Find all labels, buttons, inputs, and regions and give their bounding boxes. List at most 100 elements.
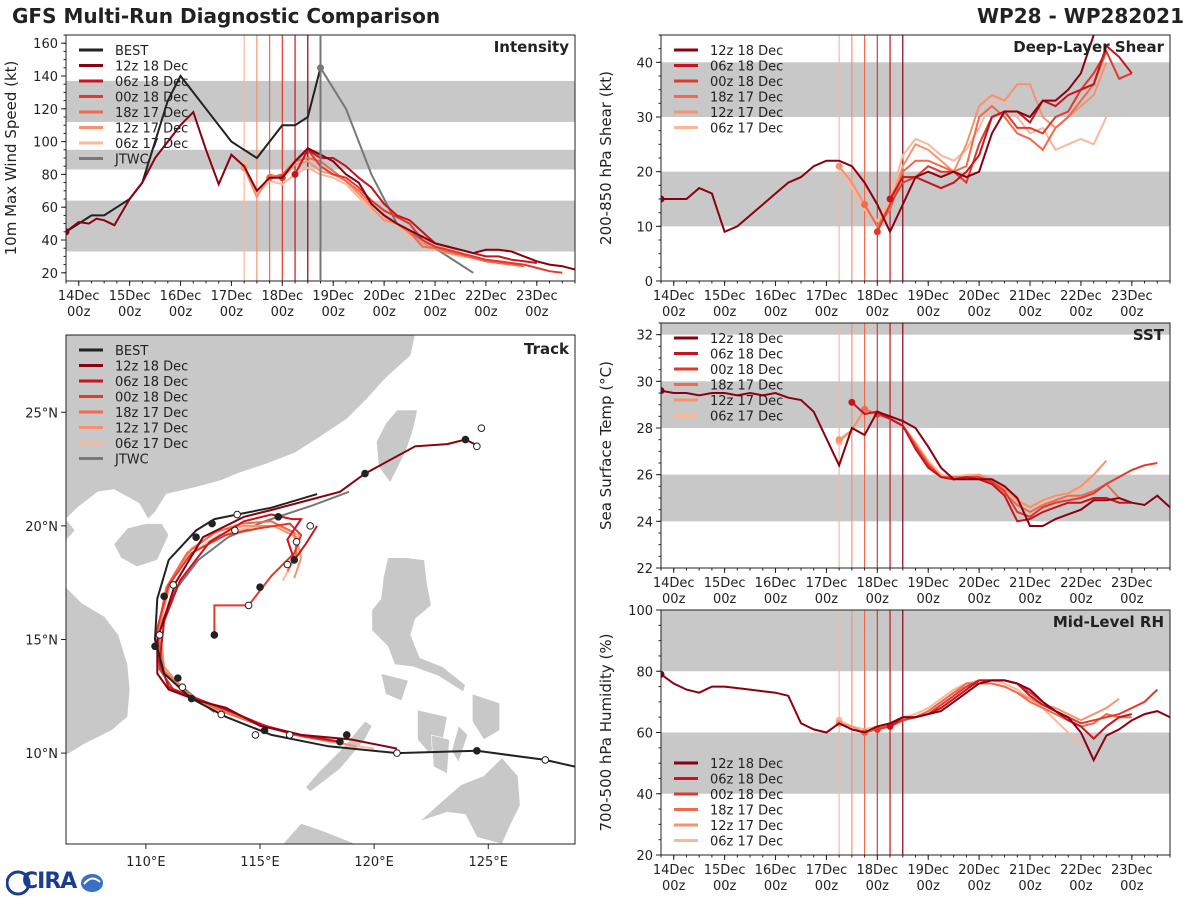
shear-xtick-hour-2: 00z	[764, 305, 788, 320]
shear-series-line-3	[863, 51, 1108, 229]
shear-series-start-0	[661, 195, 665, 203]
sst-legend-label-4: 12z 17 Dec	[710, 394, 783, 409]
track-xtick-label-1: 115°E	[240, 855, 280, 870]
shear-series-line-0	[661, 35, 1095, 235]
track-ytick-label-3: 25°N	[25, 406, 58, 421]
track-legend-label-7: JTWC	[114, 453, 149, 468]
intensity-xtick-hour-9: 00z	[525, 305, 549, 320]
sst-xtick-day-8: 22Dec	[1060, 576, 1102, 591]
sst-ytick-label-1: 24	[636, 515, 653, 530]
track-marker	[342, 731, 351, 739]
intensity-legend-label-0: BEST	[115, 44, 148, 59]
rh-xtick-day-7: 21Dec	[1009, 863, 1051, 878]
rh-xtick-day-3: 17Dec	[806, 863, 848, 878]
track-marker	[473, 442, 481, 451]
intensity-xtick-day-0: 14Dec	[58, 289, 100, 304]
shear-xtick-day-8: 22Dec	[1060, 289, 1102, 304]
panel-track: 110°E 115°E 120°E 125°E 10°N 15°N 20°N 25°N Trac…	[25, 334, 576, 870]
sst-xtick-day-6: 20Dec	[958, 576, 1000, 591]
intensity-xtick-hour-2: 00z	[169, 305, 193, 320]
track-marker	[187, 694, 196, 703]
track-marker	[160, 592, 168, 601]
rh-xtick-hour-1: 00z	[713, 879, 737, 894]
sst-xtick-hour-1: 00z	[713, 592, 737, 607]
intensity-xtick-hour-0: 00z	[67, 305, 91, 320]
storm-id: WP28 - WP282021	[977, 4, 1184, 28]
intensity-title: Intensity	[494, 38, 570, 56]
rh-legend-label-3: 18z 17 Dec	[710, 804, 783, 819]
intensity-xtick-hour-1: 00z	[118, 305, 142, 320]
track-marker	[361, 469, 369, 478]
track-marker	[231, 526, 239, 535]
rh-ytick-label-0: 20	[636, 849, 653, 864]
sst-legend-label-0: 12z 18 Dec	[710, 332, 783, 347]
shear-xtick-day-2: 16Dec	[755, 289, 797, 304]
shear-xtick-hour-7: 00z	[1018, 305, 1042, 320]
shear-xtick-hour-1: 00z	[713, 305, 737, 320]
shear-xtick-day-1: 15Dec	[704, 289, 746, 304]
track-marker	[155, 631, 164, 639]
shear-xtick-day-5: 19Dec	[907, 289, 949, 304]
intensity-xtick-day-6: 20Dec	[363, 289, 405, 304]
sst-series-start-1	[848, 398, 856, 406]
intensity-series-start-1	[291, 170, 299, 178]
land-taiwan	[376, 409, 418, 484]
intensity-xtick-hour-3: 00z	[220, 305, 244, 320]
rh-series-start-0	[661, 670, 665, 678]
shear-legend-label-5: 06z 17 Dec	[710, 122, 783, 137]
panel-shear: 01020304014Dec00z15Dec00z16Dec00z17Dec00…	[597, 34, 1171, 320]
track-legend-label-4: 18z 17 Dec	[115, 406, 188, 421]
intensity-legend-label-5: 12z 17 Dec	[115, 122, 188, 137]
intensity-ytick-label-6: 140	[33, 70, 58, 85]
intensity-jtwc-start	[317, 64, 324, 72]
track-marker	[256, 583, 264, 592]
sst-xtick-hour-2: 00z	[764, 592, 788, 607]
sst-title: SST	[1133, 326, 1165, 344]
track-marker	[285, 731, 294, 739]
track-series-line-3	[156, 520, 334, 743]
track-jtwc-line	[158, 490, 350, 714]
shear-xtick-hour-5: 00z	[917, 305, 941, 320]
intensity-ytick-label-7: 160	[33, 37, 58, 52]
intensity-legend-label-3: 00z 18 Dec	[115, 91, 188, 106]
shear-series-start-1	[886, 195, 894, 203]
rh-xtick-day-0: 14Dec	[653, 863, 695, 878]
sst-xtick-day-9: 23Dec	[1111, 576, 1153, 591]
intensity-series-start-0	[66, 228, 70, 236]
rh-ylabel: 700-500 hPa Humidity (%)	[597, 633, 615, 831]
track-series-line-0	[156, 438, 480, 750]
track-marker	[336, 737, 344, 746]
track-marker	[260, 726, 269, 735]
sst-legend-label-3: 18z 17 Dec	[710, 379, 783, 394]
shear-legend-label-4: 12z 17 Dec	[710, 106, 783, 121]
sst-xtick-day-3: 17Dec	[806, 576, 848, 591]
shear-xtick-hour-3: 00z	[815, 305, 839, 320]
shear-plot-area	[661, 35, 1170, 281]
sst-xtick-day-5: 19Dec	[907, 576, 949, 591]
cira-logo-icon	[6, 870, 103, 896]
shear-xtick-hour-9: 00z	[1120, 305, 1144, 320]
sst-ytick-label-4: 30	[636, 375, 653, 390]
track-legend-label-3: 00z 18 Dec	[115, 391, 188, 406]
sst-xtick-hour-8: 00z	[1069, 592, 1093, 607]
shear-xtick-hour-0: 00z	[662, 305, 686, 320]
shear-ytick-label-4: 40	[636, 56, 653, 71]
intensity-xtick-hour-4: 00z	[271, 305, 295, 320]
track-legend-label-6: 06z 17 Dec	[115, 437, 188, 452]
rh-xtick-hour-9: 00z	[1120, 879, 1144, 894]
sst-xtick-hour-9: 00z	[1120, 592, 1144, 607]
sst-band-2	[661, 323, 1170, 335]
track-xtick-label-2: 120°E	[354, 855, 394, 870]
rh-xtick-hour-3: 00z	[815, 879, 839, 894]
sst-ytick-label-3: 28	[636, 422, 653, 437]
shear-legend-label-2: 00z 18 Dec	[710, 75, 783, 90]
shear-ytick-label-0: 0	[645, 275, 653, 290]
intensity-legend-label-1: 12z 18 Dec	[115, 60, 188, 75]
rh-xtick-hour-5: 00z	[917, 879, 941, 894]
track-marker	[210, 631, 219, 639]
land-vietnam	[66, 518, 131, 756]
track-xtick-label-3: 125°E	[468, 855, 508, 870]
intensity-xtick-hour-8: 00z	[474, 305, 498, 320]
intensity-legend-label-7: JTWC	[114, 153, 149, 168]
